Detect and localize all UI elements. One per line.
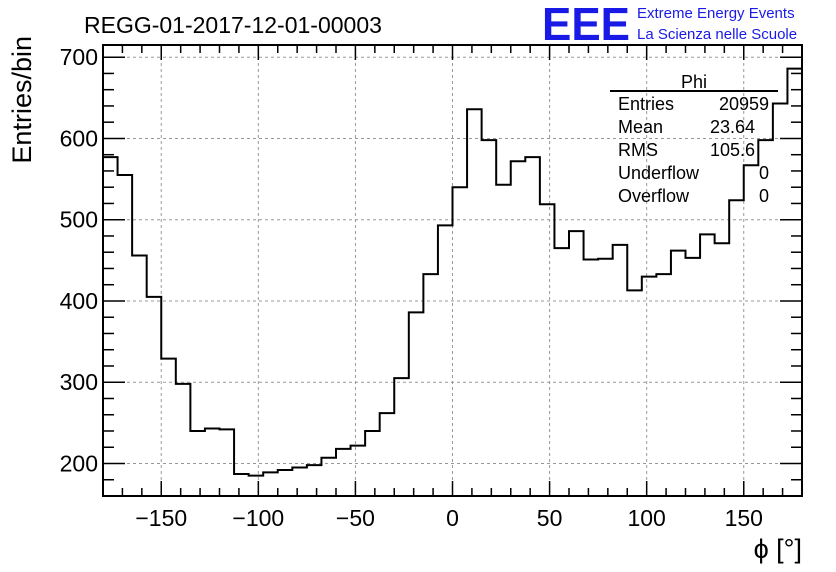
logo-mark: EEE: [542, 0, 630, 50]
y-tick-label: 500: [60, 207, 98, 233]
stats-value-underflow: 0: [759, 163, 769, 183]
x-tick-label: 0: [446, 505, 459, 531]
y-tick-label: 300: [60, 369, 98, 395]
stats-value-overflow: 0: [759, 186, 769, 206]
x-tick-label: 50: [537, 505, 563, 531]
stats-label-underflow: Underflow: [618, 163, 700, 183]
stats-title: Phi: [681, 72, 707, 92]
x-tick-label: 150: [725, 505, 763, 531]
stats-value-entries: 20959: [719, 94, 769, 114]
y-axis-label: Entries/bin: [7, 36, 37, 164]
y-tick-label: 700: [60, 44, 98, 70]
stats-box: Phi Entries 20959 Mean 23.64 RMS 105.6 U…: [610, 72, 778, 206]
y-tick-label: 400: [60, 288, 98, 314]
plot-frame: [102, 44, 803, 497]
y-tick-label: 600: [60, 125, 98, 151]
stats-label-entries: Entries: [618, 94, 674, 114]
x-tick-label: 100: [627, 505, 665, 531]
axis-ticks: [102, 45, 803, 496]
stats-value-mean: 23.64: [710, 117, 755, 137]
stats-label-overflow: Overflow: [618, 186, 690, 206]
logo-line-2: La Scienza nelle Scuole: [637, 26, 797, 43]
stats-label-mean: Mean: [618, 117, 663, 137]
stats-label-rms: RMS: [618, 140, 658, 160]
logo-line-1: Extreme Energy Events: [637, 5, 795, 22]
x-tick-label: −100: [232, 505, 284, 531]
histogram-line: [103, 67, 802, 477]
x-tick-label: −50: [336, 505, 375, 531]
eee-logo: EEE Extreme Energy Events La Scienza nel…: [542, 0, 797, 50]
x-tick-labels: −150 −100 −50 0 50 100 150: [135, 505, 763, 531]
x-axis-label: ϕ [°]: [754, 534, 802, 564]
y-tick-labels: 200 300 400 500 600 700: [60, 44, 98, 476]
x-tick-label: −150: [135, 505, 187, 531]
stats-value-rms: 105.6: [710, 140, 755, 160]
y-tick-label: 200: [60, 450, 98, 476]
chart-title: REGG-01-2017-12-01-00003: [84, 12, 382, 38]
